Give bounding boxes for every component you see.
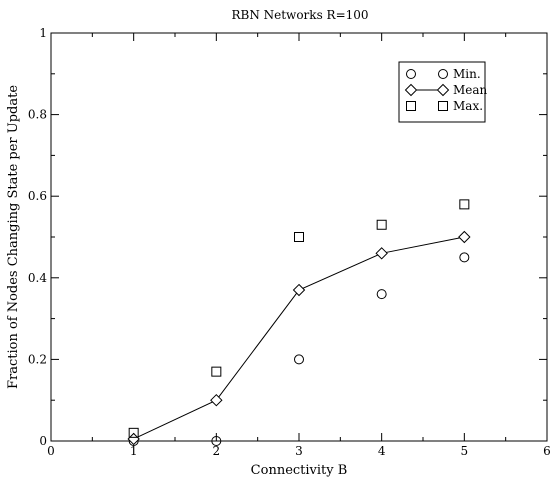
x-tick-label: 5 — [461, 444, 469, 458]
y-tick-label: 0.4 — [28, 271, 47, 285]
legend-mean-marker — [436, 83, 450, 97]
x-tick-label: 1 — [130, 444, 138, 458]
legend-min-marker — [406, 69, 416, 79]
legend-max-marker — [438, 101, 448, 111]
max-point — [128, 427, 139, 438]
min-point — [211, 436, 222, 446]
max-point — [294, 232, 304, 242]
y-tick-label: 0.6 — [28, 189, 47, 203]
x-tick-label: 0 — [47, 444, 55, 458]
y-axis-label: Fraction of Nodes Changing State per Upd… — [6, 85, 21, 389]
x-axis-label: Connectivity B — [251, 463, 348, 478]
legend-max-marker — [406, 101, 416, 111]
y-tick-label: 1 — [39, 26, 47, 40]
min-point — [376, 289, 387, 300]
x-tick-label: 3 — [295, 444, 303, 458]
mean-point — [292, 283, 306, 297]
mean-point — [458, 230, 471, 244]
max-point — [211, 366, 222, 377]
legend-mean-label: Mean — [453, 83, 488, 97]
legend-mean-marker — [404, 83, 418, 97]
x-tick-label: 6 — [543, 444, 551, 458]
legend-max-label: Max. — [453, 99, 483, 113]
x-tick-label: 2 — [213, 444, 221, 458]
chart-title: RBN Networks R=100 — [231, 8, 368, 22]
min-point — [459, 252, 470, 263]
y-tick-label: 0.8 — [28, 108, 47, 122]
max-point — [376, 219, 387, 230]
legend-min-label: Min. — [453, 67, 481, 81]
mean-point — [375, 247, 388, 260]
legend: Min. Mean Max. — [398, 61, 488, 123]
x-tick-label: 4 — [378, 444, 386, 458]
mean-series-line — [133, 236, 465, 440]
legend-min-marker — [438, 69, 448, 79]
mean-point — [210, 393, 223, 407]
y-tick-label: 0.2 — [28, 352, 47, 366]
max-point — [459, 199, 470, 210]
min-point — [294, 354, 304, 365]
y-tick-label: 0 — [39, 434, 47, 448]
